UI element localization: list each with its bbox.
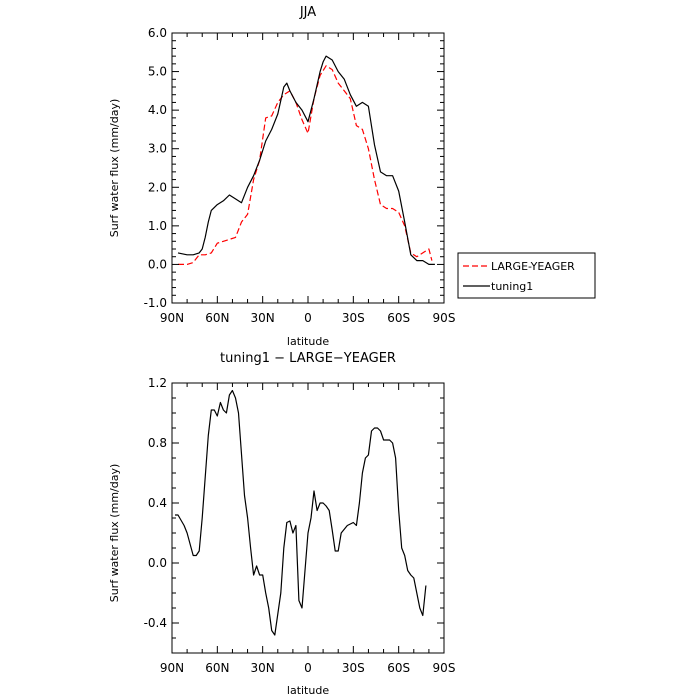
bottom-chart-xtick-label: 0 (304, 661, 312, 675)
top-chart-series (178, 56, 435, 264)
legend-label-tuning1: tuning1 (491, 280, 533, 293)
bottom-chart-xticks: 90N 60N 30N 0 30S 60S 90S (160, 383, 456, 675)
top-chart-yticks: -1.0 0.0 1.0 2.0 3.0 4.0 5.0 6.0 (144, 26, 444, 310)
bottom-chart-xtick-label: 60N (205, 661, 229, 675)
bottom-chart-ytick-label: 1.2 (148, 376, 167, 390)
top-chart-series-line-tuning1 (178, 56, 435, 264)
bottom-chart-xtick-label: 30N (251, 661, 275, 675)
bottom-chart-ytick-label: -0.4 (144, 616, 167, 630)
bottom-chart-series (175, 391, 426, 636)
bottom-chart-panel: tuning1 − LARGE−YEAGER Surf water flux (… (108, 351, 455, 697)
top-chart-frame (172, 33, 444, 303)
top-chart-ytick-label: 6.0 (148, 26, 167, 40)
bottom-chart-ytick-label: 0.8 (148, 436, 167, 450)
bottom-chart-xtick-label: 60S (387, 661, 410, 675)
top-chart-xtick-label: 0 (304, 311, 312, 325)
top-chart-ytick-label: 0.0 (148, 257, 167, 271)
top-chart-xtick-label: 90S (433, 311, 456, 325)
top-chart-ytick-label: 4.0 (148, 103, 167, 117)
bottom-chart-frame (172, 383, 444, 653)
top-chart-ytick-label: 1.0 (148, 219, 167, 233)
bottom-chart-ylabel: Surf water flux (mm/day) (108, 464, 121, 603)
bottom-chart-series-line-diff (175, 391, 426, 636)
top-chart-panel: JJA Surf water flux (mm/day) latitude 90… (108, 5, 595, 348)
top-chart-xticks: 90N 60N 30N 0 30S 60S 90S (160, 33, 456, 325)
top-chart-ytick-label: 2.0 (148, 180, 167, 194)
top-chart-ylabel: Surf water flux (mm/day) (108, 99, 121, 238)
bottom-chart-ytick-label: 0.4 (148, 496, 167, 510)
bottom-chart-xlabel: latitude (287, 684, 329, 697)
top-chart-xlabel: latitude (287, 335, 329, 348)
bottom-chart-xtick-label: 90S (433, 661, 456, 675)
bottom-chart-ytick-label: 0.0 (148, 556, 167, 570)
top-chart-xtick-label: 90N (160, 311, 184, 325)
legend: LARGE-YEAGER tuning1 (458, 253, 595, 298)
bottom-chart-xtick-label: 90N (160, 661, 184, 675)
top-chart-ytick-label: -1.0 (144, 296, 167, 310)
top-chart-series-line-large-yeager (178, 66, 432, 265)
top-chart-title: JJA (299, 5, 316, 20)
top-chart-ytick-label: 5.0 (148, 65, 167, 79)
top-chart-ytick-label: 3.0 (148, 142, 167, 156)
legend-label-large-yeager: LARGE-YEAGER (491, 260, 575, 273)
top-chart-xtick-label: 60N (205, 311, 229, 325)
top-chart-xtick-label: 60S (387, 311, 410, 325)
top-chart-xtick-label: 30N (251, 311, 275, 325)
bottom-chart-xtick-label: 30S (342, 661, 365, 675)
bottom-chart-title: tuning1 − LARGE−YEAGER (220, 351, 396, 366)
top-chart-xtick-label: 30S (342, 311, 365, 325)
